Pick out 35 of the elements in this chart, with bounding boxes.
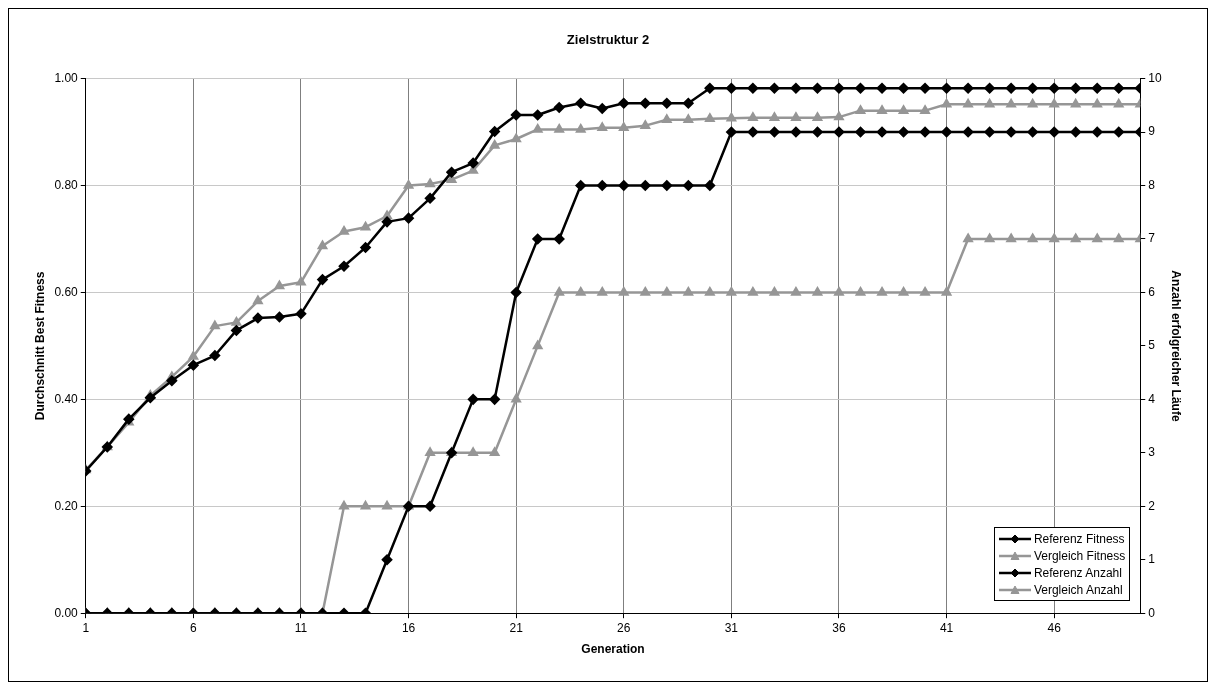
y2-tick-label: 10 xyxy=(1148,70,1162,85)
x-tick-label: 11 xyxy=(294,620,308,635)
y-tick-label: 0.20 xyxy=(54,498,79,513)
y-tick-label: 1.00 xyxy=(54,70,79,85)
y-tick-label: 0.40 xyxy=(54,391,79,406)
x-tick-label: 21 xyxy=(509,620,524,635)
y2-tick-label: 8 xyxy=(1148,177,1156,192)
x-tick-label: 31 xyxy=(724,620,739,635)
x-tick-label: 16 xyxy=(401,620,416,635)
y2-axis-title: Anzahl erfolgreicher Läufe xyxy=(1169,270,1184,422)
legend-label: Referenz Anzahl xyxy=(1033,565,1122,580)
x-tick-label: 36 xyxy=(832,620,846,635)
chart-title: Zielstruktur 2 xyxy=(566,32,650,48)
y2-tick-label: 2 xyxy=(1148,498,1156,513)
y-tick-label: 0.60 xyxy=(54,284,79,299)
x-tick-label: 6 xyxy=(190,620,198,635)
y2-tick-label: 0 xyxy=(1148,605,1156,620)
y2-tick-label: 6 xyxy=(1148,284,1156,299)
y-axis-title: Durchschnitt Best Fitness xyxy=(32,271,47,421)
y2-tick-label: 1 xyxy=(1148,552,1156,567)
legend-label: Vergleich Anzahl xyxy=(1033,582,1123,597)
x-tick-label: 1 xyxy=(82,620,90,635)
x-axis-title: Generation xyxy=(581,642,645,657)
y2-tick-label: 3 xyxy=(1148,445,1156,460)
y2-tick-label: 5 xyxy=(1148,338,1156,353)
y2-tick-label: 4 xyxy=(1148,391,1156,406)
legend-label: Referenz Fitness xyxy=(1033,531,1125,546)
y-tick-label: 0.00 xyxy=(54,605,79,620)
x-tick-label: 46 xyxy=(1047,620,1062,635)
y2-tick-label: 9 xyxy=(1148,124,1156,139)
y-tick-label: 0.80 xyxy=(54,177,79,192)
x-tick-label: 26 xyxy=(617,620,631,635)
legend-label: Vergleich Fitness xyxy=(1033,548,1126,563)
y2-tick-label: 7 xyxy=(1148,231,1156,246)
x-tick-label: 41 xyxy=(939,620,954,635)
